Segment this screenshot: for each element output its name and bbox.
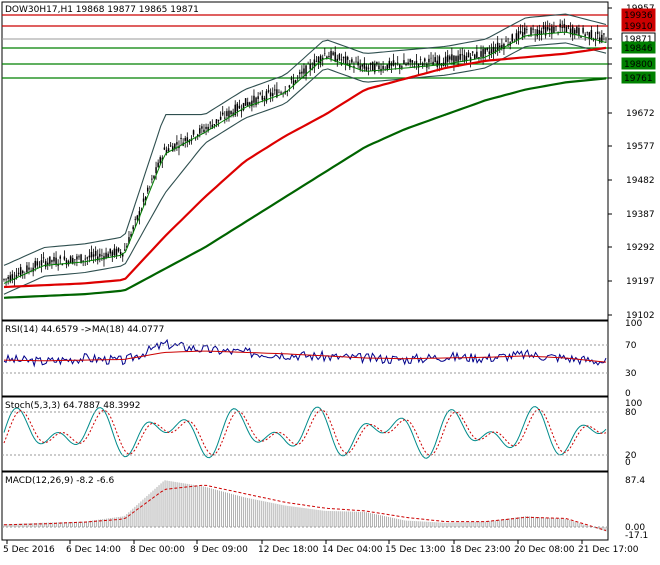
price-tag-label: 19936 bbox=[624, 11, 653, 21]
x-tick-label: 12 Dec 18:00 bbox=[258, 545, 319, 555]
x-tick-label: 5 Dec 2016 bbox=[3, 545, 55, 555]
ema-fast-line bbox=[3, 31, 607, 284]
macd-panel-frame bbox=[1, 471, 609, 541]
macd-tick-label: 0.00 bbox=[625, 523, 645, 533]
stoch-tick-label: 0 bbox=[625, 458, 631, 468]
rsi-label: RSI(14) 44.6579 ->MA(18) 44.0777 bbox=[5, 325, 164, 335]
stoch-panel-frame bbox=[1, 396, 609, 472]
x-axis: 5 Dec 2016 6 Dec 14:00 8 Dec 00:00 9 Dec 09… bbox=[3, 540, 639, 555]
macd-tick-label: 87.4 bbox=[625, 476, 645, 486]
stoch-label: Stoch(5,3,3) 64.7887 48.3992 bbox=[5, 401, 140, 411]
rsi-tick-label: 70 bbox=[625, 341, 637, 351]
price-levels bbox=[2, 14, 608, 79]
price-tag-label: 19846 bbox=[624, 44, 653, 54]
x-tick-label: 6 Dec 14:00 bbox=[66, 545, 121, 555]
y-tick-label: 19577 bbox=[626, 142, 655, 152]
bollinger-upper bbox=[3, 13, 607, 266]
rsi-tick-label: 0 bbox=[625, 389, 631, 399]
x-tick-label: 15 Dec 13:00 bbox=[385, 545, 446, 555]
x-tick-label: 8 Dec 00:00 bbox=[130, 545, 185, 555]
x-tick-label: 14 Dec 04:00 bbox=[322, 545, 383, 555]
macd-label: MACD(12,26,9) -8.2 -6.6 bbox=[5, 476, 114, 486]
y-tick-label: 19672 bbox=[626, 109, 655, 119]
x-tick-label: 18 Dec 23:00 bbox=[450, 545, 511, 555]
y-tick-label: 19292 bbox=[626, 243, 655, 253]
stoch-tick-label: 80 bbox=[625, 408, 637, 418]
macd-signal-line bbox=[3, 484, 607, 531]
rsi-panel-frame bbox=[1, 320, 609, 397]
rsi-tick-label: 100 bbox=[625, 319, 642, 329]
stoch-main-line bbox=[3, 406, 607, 459]
price-tag-label: 19761 bbox=[624, 74, 653, 84]
stoch-tick-label: 100 bbox=[625, 399, 642, 409]
price-tag-box bbox=[621, 41, 656, 54]
rsi-tick-label: 30 bbox=[625, 369, 637, 379]
price-tag-box bbox=[621, 71, 656, 84]
rsi-ma-line bbox=[3, 350, 607, 363]
main-panel-frame bbox=[1, 1, 609, 321]
price-tag-box bbox=[621, 57, 656, 70]
main-label: DOW30H17,H1 19868 19877 19865 19871 bbox=[5, 5, 199, 15]
stoch-signal-line bbox=[3, 408, 607, 456]
macd-histogram bbox=[3, 480, 607, 532]
price-tag-box bbox=[621, 19, 656, 32]
price-tag-label: 19800 bbox=[624, 60, 653, 70]
main-indicators bbox=[3, 13, 607, 299]
ma-red-line bbox=[3, 46, 607, 289]
bollinger-lower bbox=[3, 42, 607, 295]
macd-tick-label: -17.1 bbox=[625, 531, 648, 541]
y-tick-label: 19197 bbox=[626, 277, 655, 287]
x-tick-label: 20 Dec 08:00 bbox=[514, 545, 575, 555]
x-tick-label: 9 Dec 09:00 bbox=[193, 545, 248, 555]
stoch-tick-label: 20 bbox=[625, 451, 637, 461]
price-tag-label: 19910 bbox=[624, 22, 653, 32]
stoch-series bbox=[3, 406, 607, 459]
ma-green-line bbox=[3, 77, 607, 299]
y-tick-label: 19102 bbox=[626, 311, 655, 321]
y-tick-label: 19387 bbox=[626, 210, 655, 220]
x-tick-label: 21 Dec 17:00 bbox=[578, 545, 639, 555]
price-tag-label: 19871 bbox=[624, 35, 653, 45]
y-tick-label: 19482 bbox=[626, 176, 655, 186]
rsi-line bbox=[3, 338, 607, 368]
rsi-series bbox=[3, 338, 607, 368]
